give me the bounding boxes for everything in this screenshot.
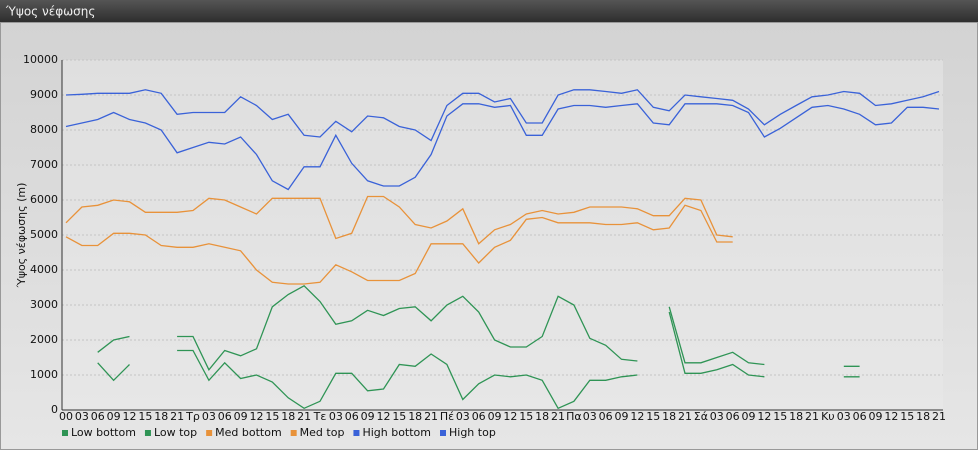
x-tick-label: 03 (456, 410, 470, 423)
legend-label: Low bottom (71, 426, 136, 439)
legend-label: High bottom (362, 426, 431, 439)
x-tick-label: 18 (281, 410, 295, 423)
series-line (65, 195, 733, 245)
x-tick-label: 09 (615, 410, 629, 423)
x-tick-label: 15 (519, 410, 533, 423)
y-axis-label: Ύψος νέφωσης (m) (15, 183, 28, 289)
series-line (65, 103, 940, 191)
x-tick-label: 03 (837, 410, 851, 423)
x-tick-label: Κυ (821, 410, 835, 423)
legend-swatch (290, 430, 297, 436)
y-tick-label: 1000 (30, 368, 58, 381)
x-tick-label: 18 (154, 410, 168, 423)
y-tick-label: 10000 (23, 53, 58, 66)
x-tick-label: Σά (694, 410, 708, 423)
x-tick-label: 03 (583, 410, 597, 423)
legend-swatch (144, 430, 151, 436)
x-tick-label: 15 (773, 410, 787, 423)
x-tick-label: 21 (551, 410, 565, 423)
legend-swatch (62, 430, 68, 436)
series-line (65, 89, 940, 142)
legend-swatch (440, 430, 446, 436)
x-tick-label: 21 (424, 410, 438, 423)
x-tick-label: 06 (726, 410, 740, 423)
title-bar (0, 0, 978, 22)
x-tick-label: 15 (138, 410, 152, 423)
x-tick-label: Πέ (440, 410, 454, 423)
x-tick-label: 09 (107, 410, 121, 423)
window-title: Ύψος νέφωσης (5, 5, 95, 19)
x-tick-label: 18 (789, 410, 803, 423)
x-tick-label: 12 (122, 410, 136, 423)
y-tick-label: 4000 (30, 263, 58, 276)
legend-swatch (353, 430, 360, 436)
x-tick-label: 18 (662, 410, 676, 423)
x-tick-label: 18 (916, 410, 930, 423)
y-tick-label: 8000 (30, 123, 58, 136)
x-tick-label: 06 (853, 410, 867, 423)
x-tick-label: 21 (932, 410, 946, 423)
x-tick-label: 15 (265, 410, 279, 423)
x-tick-label: 06 (218, 410, 232, 423)
x-tick-label: 00 (59, 410, 73, 423)
legend-label: Low top (154, 426, 197, 439)
x-tick-label: 21 (678, 410, 692, 423)
x-tick-label: 12 (757, 410, 771, 423)
x-tick-label: 09 (361, 410, 375, 423)
x-tick-label: 21 (297, 410, 311, 423)
x-tick-label: 12 (376, 410, 390, 423)
x-tick-label: 18 (408, 410, 422, 423)
y-tick-label: 2000 (30, 333, 58, 346)
x-tick-label: 21 (805, 410, 819, 423)
x-tick-label: 06 (472, 410, 486, 423)
x-tick-label: 06 (91, 410, 105, 423)
x-tick-label: 09 (488, 410, 502, 423)
x-tick-label: 06 (345, 410, 359, 423)
x-tick-label: Τε (313, 410, 327, 423)
y-tick-label: 6000 (30, 193, 58, 206)
x-tick-label: 15 (392, 410, 406, 423)
x-tick-label: 12 (630, 410, 644, 423)
x-tick-label: 12 (884, 410, 898, 423)
x-tick-label: Τρ (185, 410, 200, 423)
x-tick-label: 15 (646, 410, 660, 423)
y-tick-label: 7000 (30, 158, 58, 171)
legend-label: High top (449, 426, 496, 439)
series-line (97, 311, 860, 410)
y-tick-label: 9000 (30, 88, 58, 101)
x-tick-label: 06 (599, 410, 613, 423)
legend-label: Med bottom (215, 426, 282, 439)
x-tick-label: 21 (170, 410, 184, 423)
x-tick-label: Πα (566, 410, 582, 423)
x-tick-label: 12 (503, 410, 517, 423)
x-tick-label: 03 (202, 410, 216, 423)
legend-label: Med top (300, 426, 345, 439)
x-tick-label: 09 (742, 410, 756, 423)
x-tick-label: 12 (249, 410, 263, 423)
x-tick-label: 03 (710, 410, 724, 423)
x-tick-label: 18 (535, 410, 549, 423)
x-tick-label: 03 (329, 410, 343, 423)
series-line (65, 204, 733, 285)
x-tick-label: 03 (75, 410, 89, 423)
y-tick-label: 5000 (30, 228, 58, 241)
x-tick-label: 09 (234, 410, 248, 423)
x-tick-label: 09 (869, 410, 883, 423)
y-tick-label: 3000 (30, 298, 58, 311)
legend-swatch (206, 430, 213, 436)
x-tick-label: 15 (900, 410, 914, 423)
y-tick-label: 0 (51, 403, 58, 416)
series-line (97, 284, 860, 372)
